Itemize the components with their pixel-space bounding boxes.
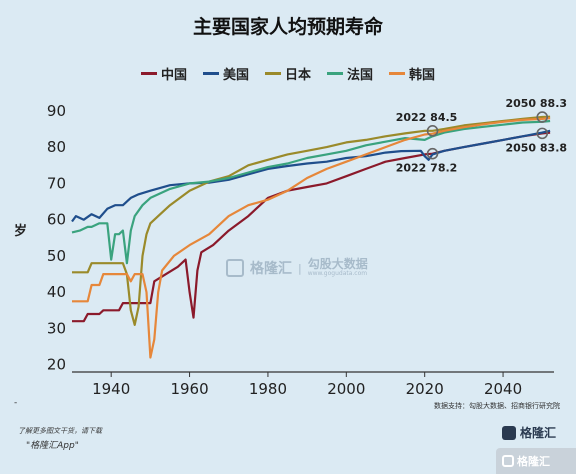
footer-download-text: 了解更多图文干货，请下载	[18, 427, 102, 435]
y-tick-label: 50	[47, 247, 66, 265]
legend-swatch	[264, 72, 281, 75]
legend-label: 韩国	[409, 68, 436, 83]
corner-stamp: 格隆汇	[496, 448, 576, 474]
series-line	[72, 115, 551, 326]
legend-swatch	[327, 72, 343, 75]
series-line	[72, 117, 551, 359]
watermark-logo-icon	[226, 259, 244, 277]
legend-swatch	[202, 72, 219, 75]
legend-item: 韩国	[389, 64, 435, 83]
legend-item: 中国	[140, 64, 187, 83]
annotation-marker	[536, 111, 549, 123]
x-tick-label: 1960	[170, 380, 208, 398]
dash-mark: -	[14, 398, 18, 408]
axes: 1940 1960 1980 2000 2020 2040 20 30 40 50 60 70 80 90	[47, 102, 554, 398]
legend-swatch	[389, 72, 406, 75]
legend-label: 法国	[347, 68, 374, 83]
data-source: 数据支持：勾股大数据、招商银行研究院	[434, 402, 560, 410]
legend-item: 日本	[264, 64, 311, 83]
y-tick-label: 70	[47, 174, 66, 192]
y-tick-label: 80	[47, 138, 66, 156]
watermark-secondary: 勾股大数据	[307, 257, 368, 272]
legend: 中国 美国 日本 法国 韩国	[0, 64, 576, 83]
series-line	[71, 119, 551, 265]
annotation-marker	[426, 125, 439, 137]
series-line	[72, 131, 551, 323]
annotations: 2022 84.5 2022 78.2 2050 88.3 2050 83.8	[396, 97, 567, 175]
annotation-label: 2022 78.2	[396, 162, 458, 175]
y-tick-label: 30	[47, 319, 66, 337]
watermark-separator: |	[298, 261, 302, 275]
watermark-secondary-group: 勾股大数据 www.gogudata.com	[307, 257, 368, 278]
watermark: 格隆汇 | 勾股大数据 www.gogudata.com	[226, 257, 368, 278]
legend-item: 美国	[202, 64, 249, 83]
legend-label: 美国	[222, 68, 249, 83]
x-tick-label: 1940	[92, 380, 130, 398]
annotation-label: 2022 84.5	[396, 111, 458, 124]
x-tick-label: 2040	[484, 380, 522, 398]
series-lines	[71, 115, 551, 359]
footer-logo-icon	[501, 425, 516, 440]
annotation-marker	[536, 127, 549, 140]
y-tick-label: 60	[47, 211, 66, 229]
watermark-brand: 格隆汇	[250, 261, 292, 277]
stamp-text: 格隆汇	[517, 455, 550, 468]
y-tick-label: 90	[47, 102, 66, 120]
annotation-label: 2050 83.8	[505, 141, 567, 154]
legend-swatch	[140, 72, 157, 75]
annotation-marker	[426, 147, 439, 160]
watermark-site: www.gogudata.com	[307, 270, 368, 278]
annotation-label: 2050 88.3	[505, 97, 567, 110]
legend-label: 中国	[160, 68, 187, 83]
x-tick-label: 2000	[327, 380, 365, 398]
y-axis-label: 岁	[14, 224, 28, 239]
x-tick-label: 2020	[406, 380, 444, 398]
footer-logo: 格隆汇	[501, 424, 556, 441]
y-tick-label: 20	[47, 356, 66, 374]
footer-app-name: "格隆汇App"	[26, 441, 79, 451]
legend-label: 日本	[284, 68, 311, 83]
series-line	[71, 129, 551, 223]
y-tick-label: 40	[47, 283, 66, 301]
legend-item: 法国	[327, 64, 373, 83]
stamp-logo-icon	[502, 455, 514, 467]
x-tick-label: 1980	[249, 380, 287, 398]
chart-title: 主要国家人均预期寿命	[192, 16, 383, 38]
footer-logo-text: 格隆汇	[519, 426, 556, 440]
